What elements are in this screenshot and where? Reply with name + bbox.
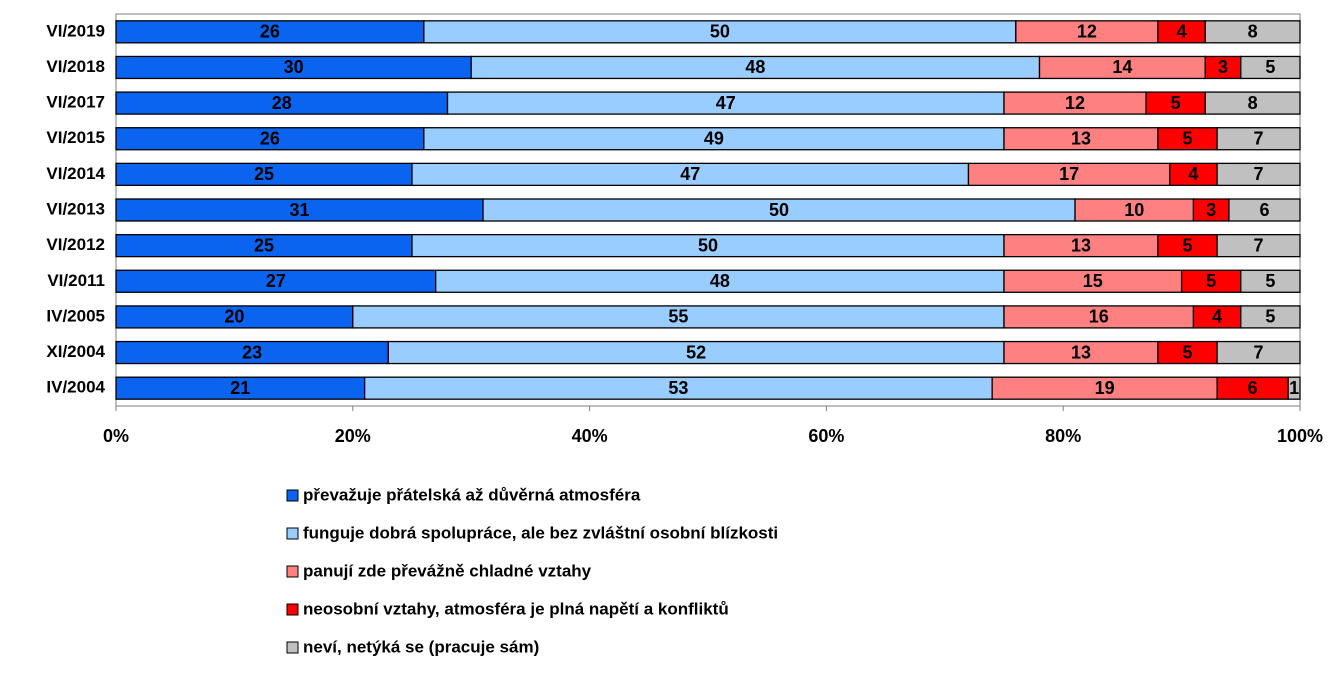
data-label: 50 <box>698 235 718 255</box>
data-label: 21 <box>230 378 250 398</box>
data-label: 13 <box>1071 342 1091 362</box>
data-label: 6 <box>1259 200 1269 220</box>
data-label: 52 <box>686 342 706 362</box>
data-label: 6 <box>1248 378 1258 398</box>
data-label: 48 <box>745 57 765 77</box>
data-label: 48 <box>710 271 730 291</box>
y-tick-label: VI/2014 <box>46 164 105 183</box>
y-tick-label: VI/2017 <box>46 93 105 112</box>
data-label: 15 <box>1083 271 1103 291</box>
x-tick-label: 40% <box>572 426 608 446</box>
data-label: 4 <box>1188 164 1198 184</box>
bar-segment <box>1216 127 1301 151</box>
data-label: 55 <box>668 307 688 327</box>
x-tick-label: 0% <box>103 426 129 446</box>
data-label: 13 <box>1071 128 1091 148</box>
legend-label: neví, netýká se (pracuje sám) <box>303 637 539 656</box>
data-label: 25 <box>254 164 274 184</box>
data-label: 47 <box>716 93 736 113</box>
data-label: 12 <box>1065 93 1085 113</box>
data-label: 31 <box>290 200 310 220</box>
data-label: 13 <box>1071 235 1091 255</box>
data-label: 23 <box>242 342 262 362</box>
data-label: 8 <box>1248 22 1258 42</box>
data-label: 7 <box>1254 235 1264 255</box>
bar-segment <box>1240 305 1301 329</box>
legend-swatch <box>286 641 299 654</box>
legend-label: panují zde převážně chladné vztahy <box>303 561 592 580</box>
data-label: 16 <box>1089 307 1109 327</box>
legend-swatch <box>286 489 299 502</box>
data-label: 27 <box>266 271 286 291</box>
y-tick-label: VI/2013 <box>46 199 105 218</box>
data-label: 10 <box>1124 200 1144 220</box>
y-tick-label: VI/2015 <box>46 128 105 147</box>
legend-swatch <box>286 527 299 540</box>
data-label: 20 <box>224 307 244 327</box>
data-label: 5 <box>1265 271 1275 291</box>
bar-segment <box>1240 269 1301 293</box>
x-tick-label: 80% <box>1045 426 1081 446</box>
data-label: 14 <box>1112 57 1132 77</box>
data-label: 5 <box>1265 307 1275 327</box>
legend-label: neosobní vztahy, atmosféra je plná napět… <box>303 599 729 618</box>
data-label: 5 <box>1171 93 1181 113</box>
data-label: 5 <box>1183 342 1193 362</box>
y-tick-label: VI/2012 <box>46 235 105 254</box>
data-label: 49 <box>704 128 724 148</box>
y-tick-label: XI/2004 <box>46 342 105 361</box>
bar-segment <box>1216 340 1301 365</box>
x-tick-label: 60% <box>808 426 844 446</box>
data-label: 26 <box>260 22 280 42</box>
x-tick-label: 20% <box>335 426 371 446</box>
data-label: 3 <box>1218 57 1228 77</box>
x-tick-label: 100% <box>1277 426 1323 446</box>
data-label: 47 <box>680 164 700 184</box>
bar-segment <box>1240 55 1301 80</box>
y-tick-label: IV/2005 <box>46 306 105 325</box>
bar-segment <box>1204 91 1301 115</box>
data-label: 4 <box>1212 307 1222 327</box>
legend-swatch <box>286 565 299 578</box>
data-label: 25 <box>254 235 274 255</box>
data-label: 12 <box>1077 22 1097 42</box>
y-tick-label: IV/2004 <box>46 378 105 397</box>
legend-label: převažuje přátelská až důvěrná atmosféra <box>303 485 641 504</box>
data-label: 19 <box>1095 378 1115 398</box>
data-label: 28 <box>272 93 292 113</box>
data-label: 5 <box>1206 271 1216 291</box>
data-label: 17 <box>1059 164 1079 184</box>
bar-segment <box>1216 233 1301 258</box>
y-tick-label: VI/2019 <box>46 21 105 40</box>
data-label: 8 <box>1248 93 1258 113</box>
data-label: 26 <box>260 128 280 148</box>
data-label: 5 <box>1265 57 1275 77</box>
data-label: 5 <box>1183 235 1193 255</box>
data-label: 7 <box>1254 342 1264 362</box>
data-label: 53 <box>668 378 688 398</box>
y-tick-label: VI/2011 <box>47 271 105 290</box>
bar-segment <box>1287 376 1301 400</box>
data-label: 50 <box>710 22 730 42</box>
data-label: 7 <box>1254 164 1264 184</box>
legend-swatch <box>286 603 299 616</box>
bar-segment <box>1216 162 1301 187</box>
data-label: 5 <box>1183 128 1193 148</box>
data-label: 1 <box>1289 378 1299 398</box>
data-label: 50 <box>769 200 789 220</box>
data-label: 4 <box>1177 22 1187 42</box>
bar-segment <box>1228 198 1301 222</box>
legend-label: funguje dobrá spolupráce, ale bez zvlášt… <box>303 523 778 542</box>
bar-segment <box>1204 20 1301 44</box>
y-tick-label: VI/2018 <box>46 57 105 76</box>
data-label: 30 <box>284 57 304 77</box>
data-label: 7 <box>1254 128 1264 148</box>
data-label: 3 <box>1206 200 1216 220</box>
